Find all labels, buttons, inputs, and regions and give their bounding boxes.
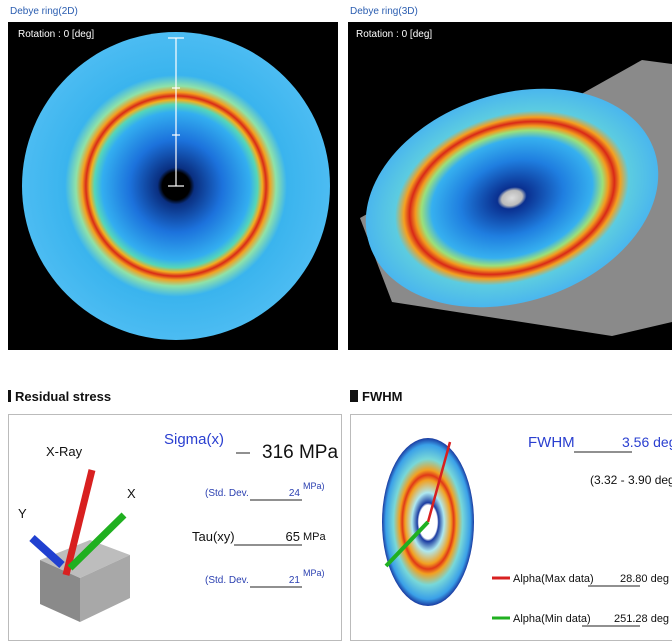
value: 3.56 deg [622,434,672,450]
section-marker [8,390,11,402]
underline [62,469,96,576]
section-title: Residual stress [15,389,111,404]
value: 24 [289,488,301,499]
label: FWHM [528,434,575,451]
panel-title: Debye ring(3D) [350,6,418,17]
label: Sigma(x) [164,431,224,448]
label: Alpha(Max data) [513,573,594,585]
value: 65 [286,529,300,544]
rotation: Rotation : 0 [deg] [18,29,94,40]
unit: MPa [303,531,327,543]
value: 251.28 deg [614,613,669,625]
label: (Std. Dev. [205,575,249,586]
shape [40,560,80,622]
shape [40,540,130,578]
axis-label: Y [18,506,27,521]
scale-bar [168,37,184,187]
alpha-max-line [426,441,452,523]
value: 21 [289,575,301,586]
underline [67,512,127,571]
debye-ring-3d [365,88,659,308]
value: 316 MPa [262,442,338,463]
shape [80,555,130,622]
value: 28.80 deg [620,573,669,585]
axis-label: X [127,486,136,501]
alpha-min-line [384,520,430,568]
axis-label: X-Ray [46,444,83,459]
label: (Std. Dev. [205,488,249,499]
label: Alpha(Min data) [513,613,591,625]
unit: MPa) [303,568,325,578]
underline [29,535,65,568]
unit: MPa) [303,481,325,491]
panel-title: Debye ring(2D) [10,6,78,17]
section-title: FWHM [362,389,402,404]
axes-illustration [29,469,130,622]
range: (3.32 - 3.90 deg [590,473,672,487]
label: Tau(xy) [192,529,235,544]
section-marker [350,390,358,402]
rotation: Rotation : 0 [deg] [356,29,432,40]
